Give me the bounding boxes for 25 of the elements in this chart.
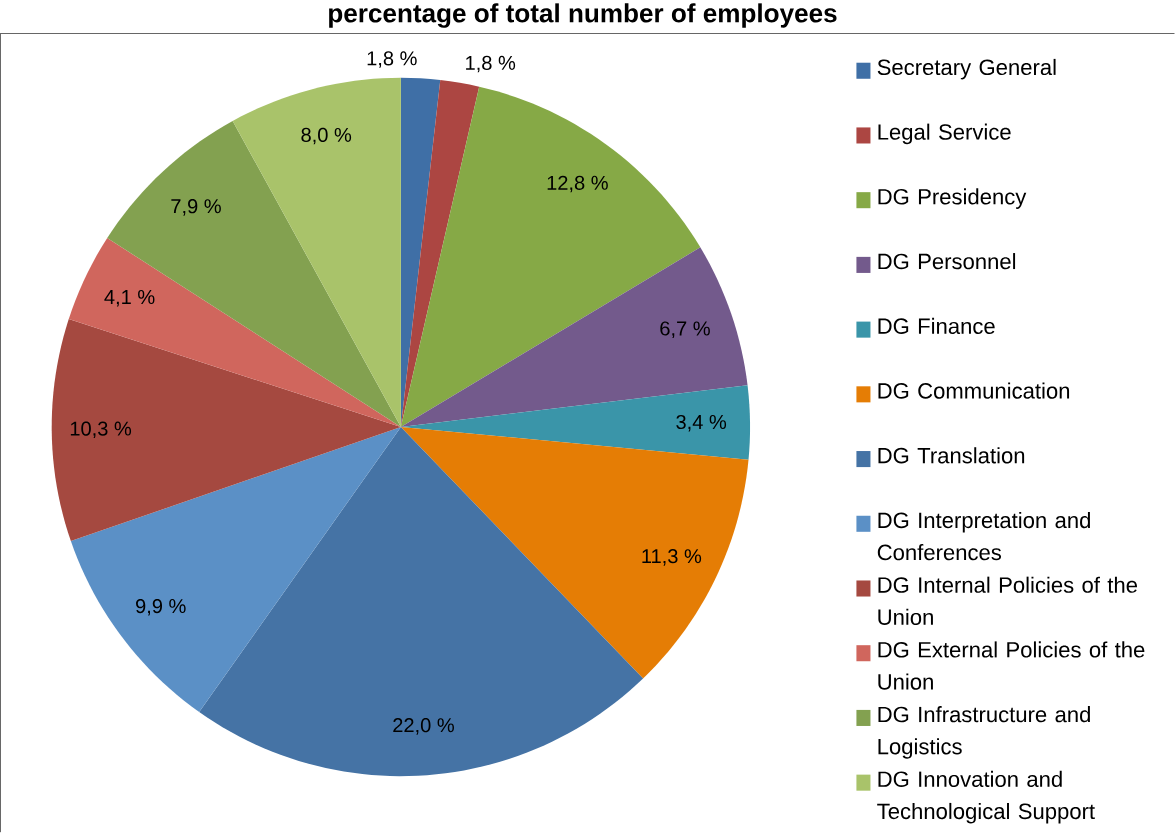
legend-label: DG Innovation and Technological Support [877,770,1095,824]
chart-title: percentage of total number of employees [329,3,837,28]
data-label: 3,4 % [676,414,727,432]
legend-label: Legal Service [878,123,1011,145]
legend-label: DG Personnel [878,253,1016,270]
data-label: 6,7 % [660,321,710,339]
legend-label: DG Infrastructure and Logistics [878,706,1090,759]
data-label: 7,9 % [171,199,221,216]
data-label: 12,8 % [547,175,608,193]
legend-label: DG Presidency [878,188,1027,209]
data-label: 1,8 % [367,51,417,68]
data-label: 22,0 % [393,718,454,735]
data-label: 1,8 % [466,55,516,73]
legend-label: DG Interpretation and Conferences [877,512,1090,561]
data-label: 9,9 % [136,599,186,616]
data-label: 4,1 % [104,290,155,307]
legend-label: DG Internal Policies of the Union [878,576,1138,626]
legend-label: DG Communication [878,382,1070,399]
legend-label: Secretary General [877,58,1056,80]
data-label: 8,0 % [301,127,352,145]
legend-label: DG Finance [878,317,995,335]
data-label: 10,3 % [70,421,132,439]
legend-label: DG Translation [878,447,1025,464]
legend-label: DG External Policies of the Union [878,641,1145,690]
data-label: 11,3 % [642,549,702,566]
